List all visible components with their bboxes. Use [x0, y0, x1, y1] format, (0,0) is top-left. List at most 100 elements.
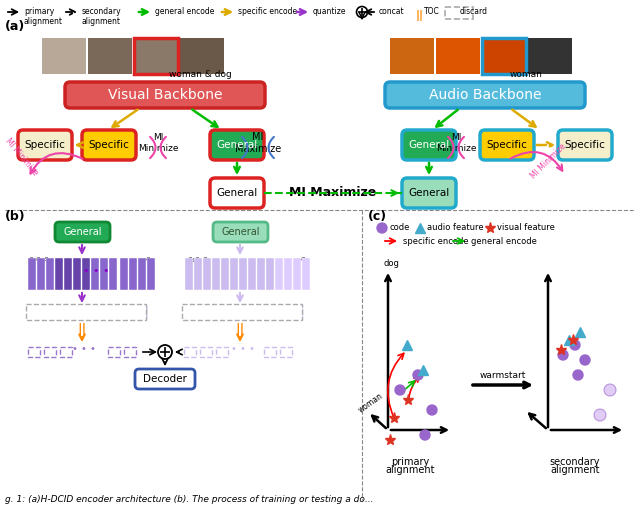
Bar — [108, 347, 120, 357]
Text: General: General — [221, 227, 260, 237]
Bar — [200, 347, 212, 357]
Bar — [302, 258, 310, 290]
Circle shape — [377, 223, 387, 233]
Bar — [109, 258, 117, 290]
FancyBboxPatch shape — [135, 369, 195, 389]
Bar — [280, 347, 292, 357]
Bar — [230, 306, 241, 318]
Bar — [134, 38, 178, 74]
Text: general encode: general encode — [155, 8, 214, 17]
FancyBboxPatch shape — [402, 130, 456, 160]
Bar — [278, 306, 289, 318]
Text: • • •: • • • — [231, 344, 255, 354]
Bar — [134, 38, 178, 74]
FancyBboxPatch shape — [82, 130, 136, 160]
Text: woman: woman — [509, 70, 543, 79]
Bar — [230, 258, 238, 290]
Text: alignment: alignment — [550, 465, 600, 475]
Bar — [46, 306, 57, 318]
FancyBboxPatch shape — [18, 130, 72, 160]
Bar — [32, 306, 43, 318]
Bar — [275, 258, 283, 290]
Bar — [60, 306, 71, 318]
Bar — [445, 7, 473, 19]
Text: specific encode: specific encode — [403, 236, 468, 245]
Text: Specific: Specific — [564, 140, 605, 150]
Bar — [60, 347, 72, 357]
FancyBboxPatch shape — [65, 82, 265, 108]
Text: $e_n$: $e_n$ — [300, 256, 309, 265]
Bar — [194, 258, 202, 290]
Bar — [436, 38, 480, 74]
Bar — [284, 258, 292, 290]
Text: $e_1e_2e_3$: $e_1e_2e_3$ — [28, 256, 52, 265]
Bar — [216, 306, 227, 318]
Text: g. 1: (a)H-DCID encoder architecture (b). The process of training or testing a d: g. 1: (a)H-DCID encoder architecture (b)… — [5, 495, 374, 504]
Bar — [180, 38, 224, 74]
Bar — [74, 306, 85, 318]
Bar — [248, 258, 256, 290]
Text: $e_1e_2e_3$: $e_1e_2e_3$ — [187, 256, 211, 265]
Bar — [257, 258, 265, 290]
Text: warmstart: warmstart — [480, 371, 526, 380]
Text: MI Maximize: MI Maximize — [289, 187, 376, 199]
Bar — [482, 38, 526, 74]
Text: alignment: alignment — [385, 465, 435, 475]
Bar — [293, 258, 301, 290]
Text: • • •: • • • — [93, 304, 117, 314]
Text: (b): (b) — [5, 210, 26, 223]
Text: code: code — [390, 224, 410, 233]
Bar — [216, 347, 228, 357]
Text: concat: concat — [379, 8, 404, 17]
Bar — [202, 306, 213, 318]
Text: audio feature: audio feature — [427, 224, 484, 233]
Circle shape — [395, 385, 405, 395]
Text: Audio Backbone: Audio Backbone — [429, 88, 541, 102]
Text: • • •: • • • — [72, 344, 96, 354]
Text: • • •: • • • — [251, 304, 275, 314]
Bar — [292, 306, 303, 318]
Bar — [124, 347, 136, 357]
Bar — [91, 258, 99, 290]
FancyBboxPatch shape — [480, 130, 534, 160]
FancyBboxPatch shape — [210, 130, 264, 160]
Bar — [182, 304, 302, 320]
Bar — [26, 304, 146, 320]
Text: $e_n$: $e_n$ — [145, 256, 154, 265]
Circle shape — [573, 370, 583, 380]
Text: Specific: Specific — [486, 140, 527, 150]
Text: Specific: Specific — [88, 140, 129, 150]
Text: • • •: • • • — [239, 266, 265, 276]
Bar — [129, 258, 137, 290]
Text: secondary: secondary — [550, 457, 600, 467]
Circle shape — [594, 409, 606, 421]
Bar — [390, 38, 434, 74]
Bar — [122, 306, 133, 318]
Text: General: General — [216, 140, 258, 150]
FancyBboxPatch shape — [210, 178, 264, 208]
Text: visual feature: visual feature — [497, 224, 555, 233]
Bar — [44, 347, 56, 357]
Text: MI
Minimize: MI Minimize — [436, 133, 476, 153]
Text: General: General — [63, 227, 102, 237]
Bar — [136, 306, 147, 318]
Bar — [64, 258, 72, 290]
Bar — [221, 258, 229, 290]
Bar — [203, 258, 211, 290]
Bar — [184, 347, 196, 357]
Bar — [28, 347, 40, 357]
Bar — [212, 258, 220, 290]
Text: MI Minimize: MI Minimize — [4, 136, 40, 177]
Text: Decoder: Decoder — [143, 374, 187, 384]
Circle shape — [604, 384, 616, 396]
Text: specific encode: specific encode — [238, 8, 297, 17]
Text: Visual Backbone: Visual Backbone — [108, 88, 222, 102]
Bar — [138, 258, 146, 290]
Bar — [28, 258, 36, 290]
Bar — [42, 38, 86, 74]
Bar — [239, 258, 247, 290]
Bar — [88, 38, 132, 74]
Text: General: General — [408, 140, 450, 150]
Text: dog: dog — [384, 259, 400, 268]
FancyBboxPatch shape — [385, 82, 585, 108]
